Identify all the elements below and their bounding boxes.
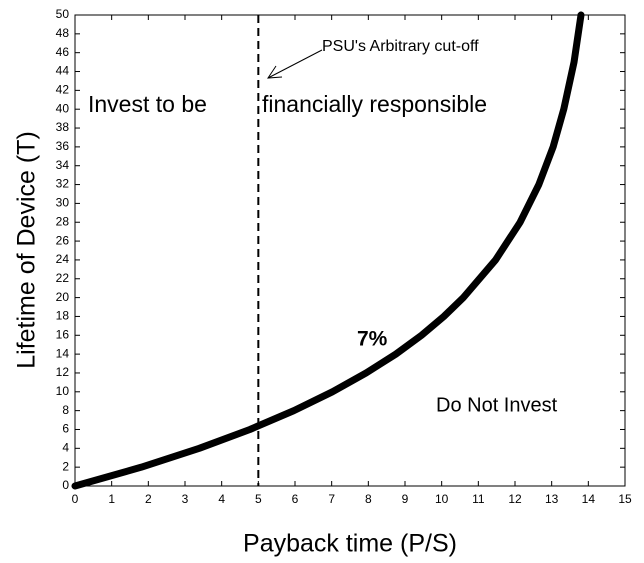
y-tick-label: 16: [56, 327, 70, 341]
y-tick-label: 28: [56, 214, 70, 228]
x-tick-label: 1: [108, 492, 115, 506]
y-tick-label: 6: [62, 422, 69, 436]
y-tick-label: 34: [56, 158, 70, 172]
y-tick-label: 44: [56, 64, 70, 78]
y-tick-label: 42: [56, 83, 70, 97]
x-tick-label: 3: [182, 492, 189, 506]
curve: [71, 11, 585, 490]
annotation: Invest to be: [88, 91, 207, 117]
y-tick-label: 50: [56, 7, 70, 21]
x-tick-label: 13: [545, 492, 559, 506]
annotation: Do Not Invest: [436, 394, 558, 416]
y-tick-label: 4: [62, 440, 69, 454]
arrow-head: [267, 65, 283, 79]
series-label: 7%: [357, 328, 388, 351]
x-tick-label: 8: [365, 492, 372, 506]
y-tick-label: 10: [56, 384, 70, 398]
x-tick-label: 15: [618, 492, 632, 506]
x-tick-label: 14: [582, 492, 596, 506]
x-axis-label: Payback time (P/S): [243, 530, 457, 558]
y-tick-label: 8: [62, 403, 69, 417]
x-tick-label: 7: [328, 492, 335, 506]
y-tick-label: 46: [56, 45, 70, 59]
x-tick-label: 11: [472, 492, 485, 506]
y-tick-label: 38: [56, 120, 70, 134]
y-tick-label: 2: [62, 459, 69, 473]
annotation: financially responsible: [262, 91, 487, 117]
y-tick-label: 18: [56, 309, 70, 323]
y-tick-label: 40: [56, 101, 70, 115]
x-tick-label: 6: [292, 492, 299, 506]
y-tick-label: 36: [56, 139, 70, 153]
y-tick-label: 48: [56, 26, 70, 40]
y-tick-label: 14: [56, 346, 70, 360]
x-tick-label: 2: [145, 492, 152, 506]
x-tick-label: 5: [255, 492, 262, 506]
x-tick-label: 10: [435, 492, 449, 506]
y-tick-label: 24: [56, 252, 70, 266]
x-tick-label: 4: [218, 492, 225, 506]
y-axis-label: Lifetime of Device (T): [13, 131, 41, 369]
y-tick-label: 22: [56, 271, 70, 285]
x-tick-label: 0: [72, 492, 79, 506]
y-tick-label: 20: [56, 290, 70, 304]
y-tick-label: 32: [56, 177, 70, 191]
y-tick-label: 12: [56, 365, 70, 379]
arrow-shaft: [267, 49, 323, 79]
x-tick-label: 9: [402, 492, 409, 506]
y-tick-label: 30: [56, 196, 70, 210]
y-tick-label: 26: [56, 233, 70, 247]
plot-frame: [74, 14, 626, 487]
annotation: PSU's Arbitrary cut-off: [322, 38, 479, 55]
x-tick-label: 12: [508, 492, 522, 506]
y-tick-label: 0: [62, 478, 69, 492]
